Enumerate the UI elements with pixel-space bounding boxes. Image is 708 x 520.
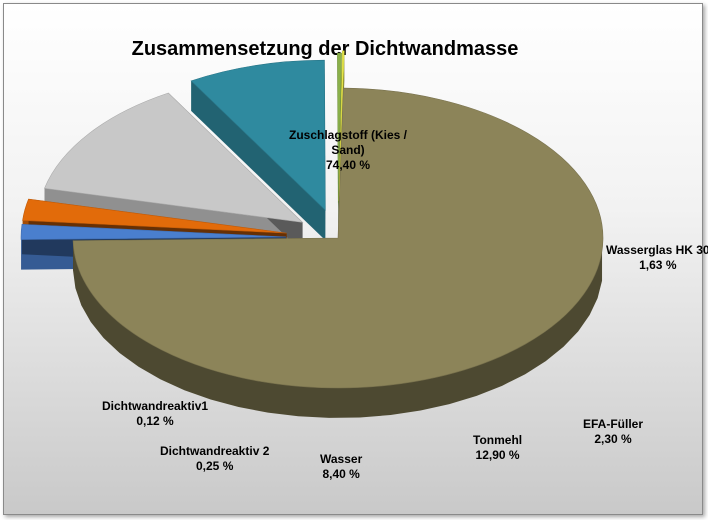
data-label-value: 12,90 % (475, 448, 520, 462)
slice-zuschlagstoff-kies-sand (72, 87, 604, 418)
slice-dichtwandreaktiv1-top (338, 50, 345, 201)
data-label-category: Dichtwandreaktiv1 (102, 399, 209, 413)
slice-tonmehl-top (44, 92, 304, 223)
slice-wasser (190, 59, 326, 241)
data-label-category: EFA-Füller (583, 417, 644, 431)
data-label-value: 0,12 % (136, 414, 174, 428)
slice-wasser-top (190, 59, 326, 211)
data-label-dichtwandreaktiv-2: Dichtwandreaktiv 2 0,25 % (160, 444, 269, 474)
data-label-tonmehl: Tonmehl 12,90 % (473, 433, 522, 463)
data-label-value: 8,40 % (322, 467, 360, 481)
data-label-category: Wasserglas HK 30 (606, 243, 708, 257)
slice-dichtwandreaktiv-2-top (337, 52, 342, 204)
data-label-dichtwandreaktiv1: Dichtwandreaktiv1 0,12 % (102, 399, 208, 429)
data-label-wasserglas-hk-30: Wasserglas HK 30 1,63 % (606, 243, 708, 273)
data-label-category: Sand) (331, 143, 365, 157)
data-label-efa-füller: EFA-Füller 2,30 % (583, 417, 643, 447)
slice-efa-füller-top (22, 198, 287, 234)
chart-title: Zusammensetzung der Dichtwandmasse (131, 38, 519, 60)
slice-wasser-side-start (191, 80, 326, 241)
data-label-value: 1,63 % (639, 258, 677, 272)
data-label-category: Dichtwandreaktiv 2 (160, 444, 270, 458)
data-label-category: Tonmehl (473, 433, 523, 447)
data-label-wasser: Wasser 8,40 % (320, 452, 362, 482)
data-label-value: 74,40 % (325, 158, 371, 172)
slice-zuschlagstoff-kies-sand-top (72, 87, 604, 389)
data-label-zuschlagstoff-kies-sand: Zuschlagstoff (Kies / Sand) 74,40 % (289, 128, 407, 173)
data-label-value: 2,30 % (594, 432, 632, 446)
slice-wasserglas-hk-30-top (20, 223, 287, 240)
slice-zuschlagstoff-kies-sand-rim (73, 240, 603, 418)
data-label-category: Wasser (320, 452, 363, 466)
data-label-value: 0,25 % (196, 459, 234, 473)
data-label-category: Zuschlagstoff (Kies / (289, 128, 408, 142)
